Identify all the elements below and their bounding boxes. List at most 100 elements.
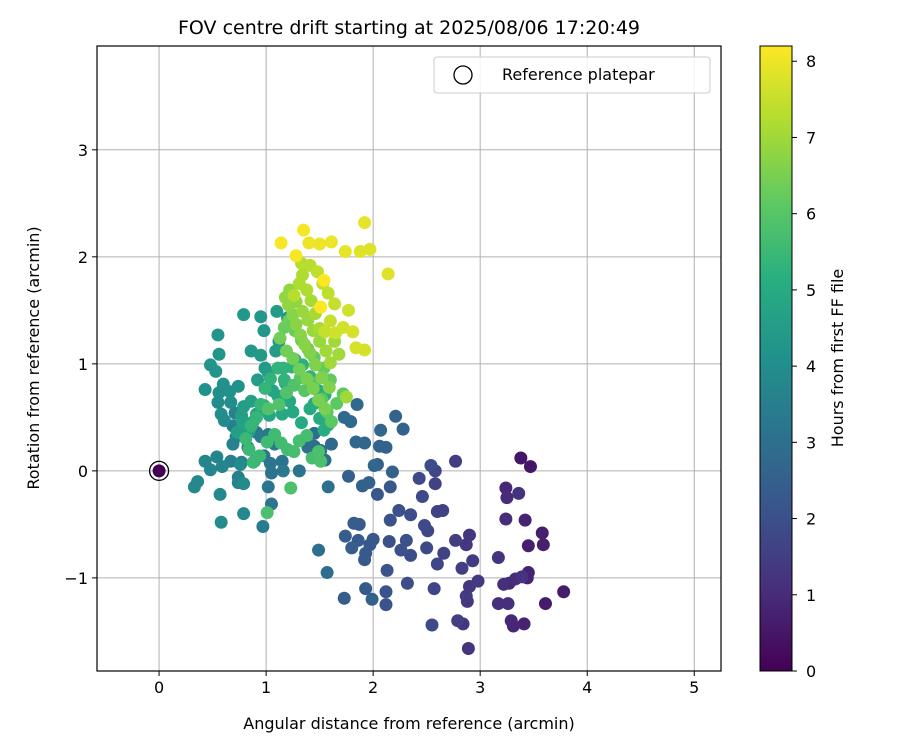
data-point xyxy=(242,442,256,456)
data-point xyxy=(536,538,550,552)
data-point xyxy=(292,277,306,291)
data-point xyxy=(261,402,275,416)
data-point xyxy=(430,505,444,519)
data-point xyxy=(226,437,240,451)
data-point xyxy=(315,371,329,385)
data-point xyxy=(342,303,356,317)
data-point xyxy=(314,454,328,468)
data-point xyxy=(338,529,352,543)
data-point xyxy=(304,294,318,308)
data-point xyxy=(270,304,284,318)
data-point xyxy=(294,416,308,430)
data-point xyxy=(349,435,363,449)
legend-box xyxy=(433,56,711,94)
data-point xyxy=(233,457,247,471)
data-point xyxy=(254,348,268,362)
colorbar-gradient xyxy=(760,46,792,671)
colorbar-frame xyxy=(759,45,793,672)
data-point xyxy=(312,543,326,557)
data-point xyxy=(320,566,334,580)
data-point xyxy=(497,577,511,591)
data-point xyxy=(213,487,227,501)
data-point xyxy=(261,480,275,494)
data-point xyxy=(321,286,335,300)
data-point xyxy=(319,344,333,358)
data-point xyxy=(214,515,228,529)
data-point xyxy=(418,518,432,532)
data-point xyxy=(203,358,217,372)
data-point xyxy=(237,507,251,521)
x-tick-label: 3 xyxy=(475,678,485,697)
data-point xyxy=(237,308,251,322)
data-point xyxy=(466,554,480,568)
plot-frame xyxy=(96,45,722,672)
data-point xyxy=(415,490,429,504)
data-point xyxy=(308,358,322,372)
data-point xyxy=(449,454,463,468)
reference-point xyxy=(152,464,166,478)
x-axis-ticks: 0 1 2 3 4 5 xyxy=(154,671,699,697)
data-point xyxy=(347,516,361,530)
data-point xyxy=(362,476,376,490)
y-tick-label: 0 xyxy=(78,462,88,481)
data-point xyxy=(269,344,283,358)
data-point xyxy=(345,541,359,555)
data-point xyxy=(286,352,300,365)
data-point xyxy=(198,454,212,468)
data-point xyxy=(318,325,332,339)
data-point xyxy=(363,242,377,256)
data-point xyxy=(394,543,408,557)
data-point xyxy=(187,480,201,494)
data-point xyxy=(350,398,364,412)
data-point xyxy=(396,422,410,436)
data-point xyxy=(339,390,353,404)
data-point xyxy=(392,503,406,517)
data-point xyxy=(313,334,327,348)
data-point xyxy=(287,288,301,302)
data-point xyxy=(370,487,384,501)
x-tick-label: 1 xyxy=(261,678,271,697)
data-point xyxy=(254,310,268,324)
data-point xyxy=(324,415,338,429)
data-point xyxy=(557,585,571,599)
y-tick-label: −1 xyxy=(64,569,88,588)
data-point xyxy=(293,328,307,342)
data-point xyxy=(381,267,395,281)
data-point xyxy=(215,460,229,474)
data-point xyxy=(471,574,485,588)
colorbar: 0 1 2 3 4 5 6 7 8 Hours from first FF file xyxy=(759,45,847,681)
data-point xyxy=(412,471,426,485)
data-point xyxy=(314,300,328,314)
data-point xyxy=(499,481,513,495)
data-point xyxy=(499,512,513,526)
data-point xyxy=(449,533,463,547)
data-point xyxy=(538,597,552,611)
data-point xyxy=(211,395,225,409)
x-tick-label: 0 xyxy=(154,678,164,697)
data-point xyxy=(430,557,444,571)
legend: Reference platepar xyxy=(433,56,711,94)
data-point xyxy=(286,405,300,419)
data-point xyxy=(323,314,337,328)
data-point xyxy=(300,429,314,443)
data-point xyxy=(323,356,337,370)
colorbar-tick-label: 2 xyxy=(806,510,816,529)
data-point xyxy=(383,513,397,527)
data-point xyxy=(324,235,338,249)
data-point xyxy=(211,328,225,342)
data-point xyxy=(317,273,331,287)
colorbar-tick-label: 6 xyxy=(806,205,816,224)
data-point xyxy=(302,236,316,250)
data-point xyxy=(521,539,535,553)
reference-marker xyxy=(148,460,170,482)
data-point xyxy=(459,538,473,552)
data-point xyxy=(399,533,413,547)
data-point xyxy=(332,347,346,361)
data-point xyxy=(365,592,379,606)
data-point xyxy=(287,445,301,459)
data-point xyxy=(425,618,439,632)
data-point xyxy=(358,343,372,357)
data-point xyxy=(330,396,344,410)
data-point xyxy=(198,383,212,397)
data-point xyxy=(359,582,373,596)
